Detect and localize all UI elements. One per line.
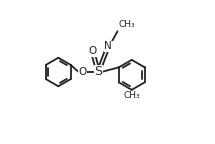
Text: O: O — [88, 46, 97, 56]
Text: O: O — [78, 67, 87, 77]
Text: CH₃: CH₃ — [118, 20, 135, 29]
Text: N: N — [104, 41, 112, 51]
Text: CH₃: CH₃ — [123, 91, 140, 100]
Text: S: S — [94, 66, 102, 78]
